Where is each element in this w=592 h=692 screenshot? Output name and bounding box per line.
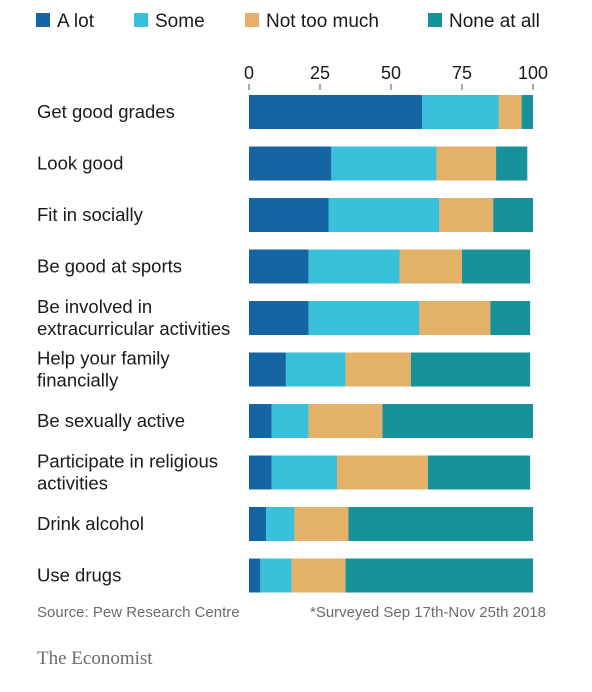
bars — [249, 95, 533, 593]
bar-be-good-at-sports-not-too-much — [399, 249, 462, 284]
bar-be-sexually-active-a-lot — [249, 404, 272, 438]
bar-be-good-at-sports-none-at-all — [462, 249, 531, 284]
category-label-use-drugs: Use drugs — [37, 565, 121, 586]
category-labels: Get good grades Look good Fit in socially B… — [37, 101, 230, 586]
legend-swatch-none-at-all — [428, 13, 442, 27]
legend-label-a-lot: A lot — [57, 11, 95, 32]
bar-be-sexually-active-some — [271, 404, 309, 438]
bar-be-involved-in-extracurricular-activities-some — [308, 301, 420, 335]
bar-get-good-grades-none-at-all — [521, 95, 533, 129]
bar-look-good-some — [331, 146, 437, 181]
bar-fit-in-socially-none-at-all — [493, 198, 533, 232]
bar-participate-in-religious-activities-none-at-all — [427, 455, 531, 490]
legend-label-none-at-all: None at all — [449, 11, 540, 32]
legend-swatch-some — [134, 13, 148, 27]
bar-participate-in-religious-activities-some — [271, 455, 338, 490]
bar-use-drugs-not-too-much — [291, 558, 346, 593]
publisher-brand: The Economist — [37, 648, 153, 669]
bar-be-involved-in-extracurricular-activities-a-lot — [249, 301, 309, 335]
legend: A lot Some Not too much None at all — [36, 11, 540, 32]
bar-drink-alcohol-some — [266, 507, 295, 541]
bar-get-good-grades-some — [422, 95, 499, 129]
bar-help-your-family-financially-a-lot — [249, 352, 286, 387]
bar-be-good-at-sports-some — [308, 249, 400, 284]
bar-look-good-none-at-all — [496, 146, 528, 181]
category-label-drink-alcohol: Drink alcohol — [37, 513, 144, 534]
bar-look-good-a-lot — [249, 146, 332, 181]
bar-use-drugs-a-lot — [249, 558, 261, 593]
bar-fit-in-socially-some — [328, 198, 440, 232]
bar-drink-alcohol-none-at-all — [348, 507, 533, 541]
x-tick-label-75: 75 — [452, 63, 472, 83]
legend-swatch-a-lot — [36, 13, 50, 27]
x-tick-label-25: 25 — [310, 63, 330, 83]
bar-get-good-grades-a-lot — [249, 95, 423, 129]
source-note: Source: Pew Research Centre — [37, 604, 240, 621]
bar-help-your-family-financially-none-at-all — [410, 352, 531, 387]
bar-participate-in-religious-activities-not-too-much — [337, 455, 428, 490]
x-tick-label-0: 0 — [244, 63, 254, 83]
bar-help-your-family-financially-not-too-much — [345, 352, 411, 387]
bar-be-sexually-active-none-at-all — [382, 404, 533, 438]
bar-use-drugs-some — [260, 558, 292, 593]
bar-be-sexually-active-not-too-much — [308, 404, 383, 438]
x-tick-label-100: 100 — [518, 63, 548, 83]
legend-label-some: Some — [155, 11, 205, 32]
bar-get-good-grades-not-too-much — [498, 95, 522, 129]
category-label-be-involved-in-extracurricular-activities: Be involved in extracurricular activities — [37, 296, 230, 339]
x-axis-ticks: 0 25 50 75 100 — [244, 63, 548, 90]
bar-be-involved-in-extracurricular-activities-not-too-much — [419, 301, 491, 335]
category-label-look-good: Look good — [37, 153, 123, 174]
category-label-be-sexually-active: Be sexually active — [37, 410, 185, 431]
bar-participate-in-religious-activities-a-lot — [249, 455, 272, 490]
bar-drink-alcohol-not-too-much — [294, 507, 349, 541]
category-label-participate-in-religious-activities: Participate in religious activities — [37, 451, 218, 494]
category-label-help-your-family-financially: Help your family financially — [37, 348, 170, 391]
bar-fit-in-socially-a-lot — [249, 198, 329, 232]
category-label-fit-in-socially: Fit in socially — [37, 204, 144, 225]
category-label-be-good-at-sports: Be good at sports — [37, 256, 182, 277]
bar-fit-in-socially-not-too-much — [439, 198, 494, 232]
legend-label-not-too-much: Not too much — [266, 11, 379, 32]
legend-swatch-not-too-much — [245, 13, 259, 27]
x-tick-label-50: 50 — [381, 63, 401, 83]
survey-footnote: *Surveyed Sep 17th-Nov 25th 2018 — [310, 604, 546, 621]
bar-help-your-family-financially-some — [285, 352, 346, 387]
bar-use-drugs-none-at-all — [345, 558, 533, 593]
category-label-get-good-grades: Get good grades — [37, 101, 175, 122]
bar-be-involved-in-extracurricular-activities-none-at-all — [490, 301, 531, 335]
bar-drink-alcohol-a-lot — [249, 507, 267, 541]
bar-be-good-at-sports-a-lot — [249, 249, 309, 284]
bar-look-good-not-too-much — [436, 146, 497, 181]
